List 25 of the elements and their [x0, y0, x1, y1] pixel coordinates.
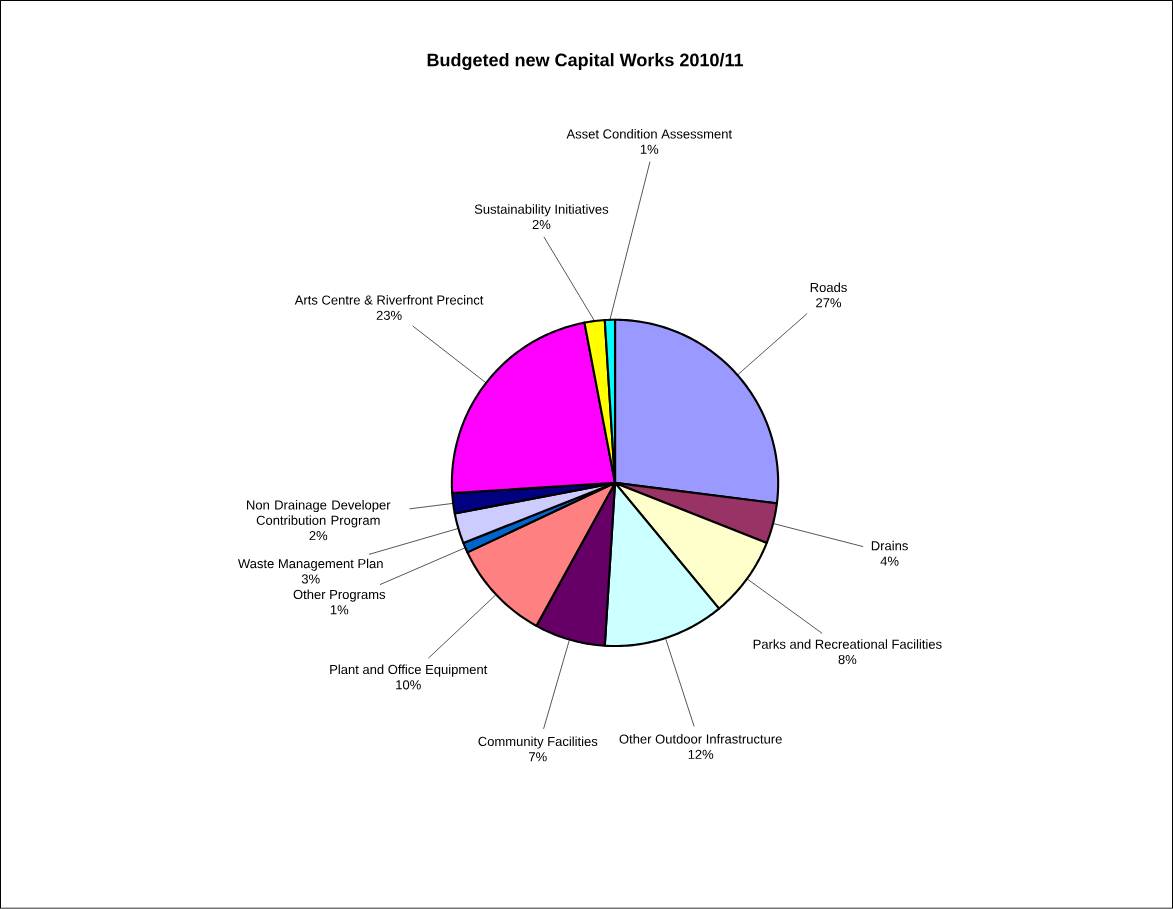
data-label: 2%: [532, 220, 551, 230]
slice-label: Parks and Recreational Facilities: [753, 639, 942, 649]
data-label: 23%: [376, 310, 402, 321]
data-label: 1%: [330, 605, 349, 615]
data-label: 4%: [880, 556, 899, 566]
slice-label: Plant and Office Equipment: [330, 664, 488, 677]
slice-label: Other Outdoor Infrastructure: [619, 734, 782, 744]
slice-label: Arts Centre & Riverfront Precinct: [294, 295, 484, 305]
slice-label: Community Facilities: [478, 736, 598, 749]
slice-label: Sustainability Initiatives: [474, 204, 609, 217]
data-label: 3%: [301, 574, 320, 584]
data-label: 1%: [640, 144, 659, 154]
data-label: 12%: [688, 749, 714, 760]
slice-label: Drains: [871, 540, 908, 551]
slice-label: Roads: [810, 282, 847, 293]
slice-label: Asset Condition Assessment: [566, 129, 732, 139]
legend-label: Non Drainage Developer Contribution Program: [247, 500, 391, 528]
data-label: 8%: [838, 655, 857, 665]
data-label: 7%: [529, 752, 547, 762]
data-label: 27%: [816, 298, 842, 308]
chart-title: Budgeted new Capital Works 2010/11: [427, 53, 744, 71]
data-label: 2%: [309, 531, 328, 541]
slice-label: Waste Management Plan: [237, 558, 383, 571]
slice-label: Other Programs: [293, 589, 386, 602]
data-label: 10%: [396, 680, 421, 690]
